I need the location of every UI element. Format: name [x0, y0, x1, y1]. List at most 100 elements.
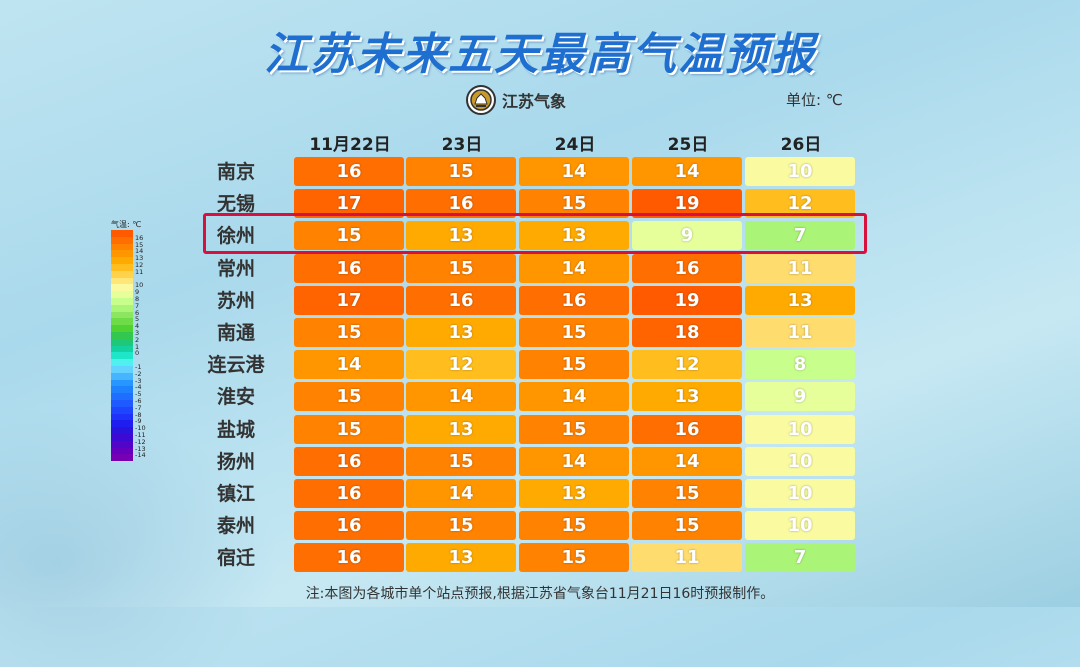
legend-swatch: 10 — [111, 281, 143, 292]
legend-label: 14 — [135, 247, 144, 256]
temperature-cell: 8 — [745, 350, 855, 380]
unit-label: 单位: — [786, 91, 822, 109]
legend-label: 10 — [135, 281, 144, 290]
date-header: 11月22日 — [309, 135, 391, 155]
legend-swatch: 6 — [111, 309, 139, 319]
weather-service-emblem-icon — [466, 85, 496, 115]
legend-swatch: 16 — [111, 234, 143, 244]
legend-label: 2 — [135, 335, 140, 344]
temperature-cell: 11 — [745, 253, 855, 283]
footnote: 注:本图为各城市单个站点预报,根据江苏省气象台11月21日16时预报制作。 — [305, 586, 775, 602]
logo: 江苏气象 — [466, 84, 566, 116]
legend-label: -10 — [135, 424, 146, 433]
temperature-cell: 15 — [294, 318, 404, 347]
temperature-cell: 13 — [632, 382, 742, 412]
legend-swatch — [111, 277, 133, 285]
legend-label: 6 — [135, 308, 140, 317]
temperature-cell: 10 — [745, 511, 855, 541]
city-label: 盐城 — [216, 418, 255, 441]
city-label: 常州 — [216, 257, 255, 280]
legend-swatch: 11 — [111, 268, 143, 278]
legend-swatch: -9 — [111, 417, 141, 428]
legend-swatch: 1 — [111, 343, 139, 353]
date-header: 23日 — [441, 135, 483, 155]
temperature-cell: 16 — [294, 543, 404, 573]
temperature-cell: 13 — [406, 543, 516, 573]
temperature-cell: 15 — [406, 446, 516, 476]
legend-swatch: -2 — [111, 370, 141, 380]
legend-swatch: 12 — [111, 261, 143, 271]
temperature-cell: 15 — [519, 543, 629, 573]
legend-label: 5 — [135, 315, 140, 324]
legend-label: -12 — [135, 437, 146, 446]
legend-label: 0 — [135, 349, 140, 358]
highlight-frame — [203, 213, 867, 254]
temperature-cell: 14 — [519, 157, 629, 186]
temperature-cell: 11 — [745, 318, 855, 347]
legend-swatch: 0 — [111, 349, 139, 360]
temperature-cell: 16 — [406, 285, 516, 315]
temperature-cell: 14 — [632, 157, 742, 186]
temperature-cell: 15 — [519, 350, 629, 380]
temperature-cell: 14 — [406, 382, 516, 412]
temperature-cell: 13 — [406, 414, 516, 444]
legend-label: -1 — [135, 362, 142, 371]
temperature-cell: 15 — [632, 511, 742, 541]
legend-label: -7 — [135, 403, 142, 412]
legend-swatch: -1 — [111, 363, 141, 373]
legend-label: 8 — [135, 294, 140, 303]
temperature-cell: 12 — [406, 350, 516, 380]
legend-swatch: -10 — [111, 424, 146, 434]
legend-label: -9 — [135, 417, 142, 426]
legend-swatch: -7 — [111, 404, 141, 414]
legend-label: 1 — [135, 342, 140, 351]
temperature-cell: 15 — [406, 253, 516, 283]
legend-swatch: 2 — [111, 336, 139, 346]
temperature-cell: 16 — [519, 285, 629, 315]
temperature-cell: 16 — [294, 479, 404, 508]
temperature-cell: 10 — [745, 479, 855, 508]
legend-label: -3 — [135, 376, 142, 385]
legend-label: -11 — [135, 430, 146, 439]
temperature-cell: 15 — [294, 221, 404, 251]
temperature-cell: 16 — [294, 446, 404, 476]
temperature-cell: 12 — [632, 350, 742, 380]
legend-swatch: 4 — [111, 322, 139, 332]
city-label: 淮安 — [216, 386, 255, 409]
city-label: 泰州 — [216, 515, 255, 538]
temperature-cell: 13 — [745, 285, 855, 315]
unit-label-group: 单位: ℃ — [786, 89, 843, 110]
temperature-cell: 15 — [294, 414, 404, 444]
unit-value: ℃ — [825, 91, 843, 109]
temperature-cell: 15 — [406, 157, 516, 186]
temperature-cell: 13 — [519, 479, 629, 508]
temperature-cell: 15 — [519, 511, 629, 541]
legend-swatch: 14 — [111, 247, 143, 258]
legend-swatch: -13 — [111, 445, 146, 455]
legend-swatch: -8 — [111, 411, 141, 421]
temperature-cell: 18 — [632, 318, 742, 347]
legend-swatch: 8 — [111, 295, 139, 305]
city-label: 宿迁 — [216, 547, 255, 570]
temperature-cell: 13 — [519, 221, 629, 251]
city-label: 南通 — [216, 322, 255, 344]
legend-label: 15 — [135, 240, 144, 249]
legend-swatch: 15 — [111, 241, 143, 251]
legend-swatch: -4 — [111, 383, 141, 394]
legend-title: 气温: ℃ — [111, 220, 142, 229]
temperature-cell: 16 — [294, 253, 404, 283]
temperature-cell: 7 — [745, 543, 855, 573]
temperature-cell: 7 — [745, 221, 855, 251]
legend-swatch: -6 — [111, 397, 141, 407]
city-label: 无锡 — [216, 193, 255, 216]
legend-label: 12 — [135, 260, 144, 269]
legend-label: 3 — [135, 328, 140, 337]
temperature-cell: 9 — [745, 382, 855, 412]
city-label: 徐州 — [216, 225, 255, 248]
legend-swatch — [111, 230, 133, 237]
temperature-cell: 17 — [294, 285, 404, 315]
temperature-cell: 14 — [519, 382, 629, 412]
temperature-cell: 10 — [745, 414, 855, 444]
temperature-cell: 13 — [406, 318, 516, 347]
legend-swatch: 13 — [111, 254, 143, 264]
